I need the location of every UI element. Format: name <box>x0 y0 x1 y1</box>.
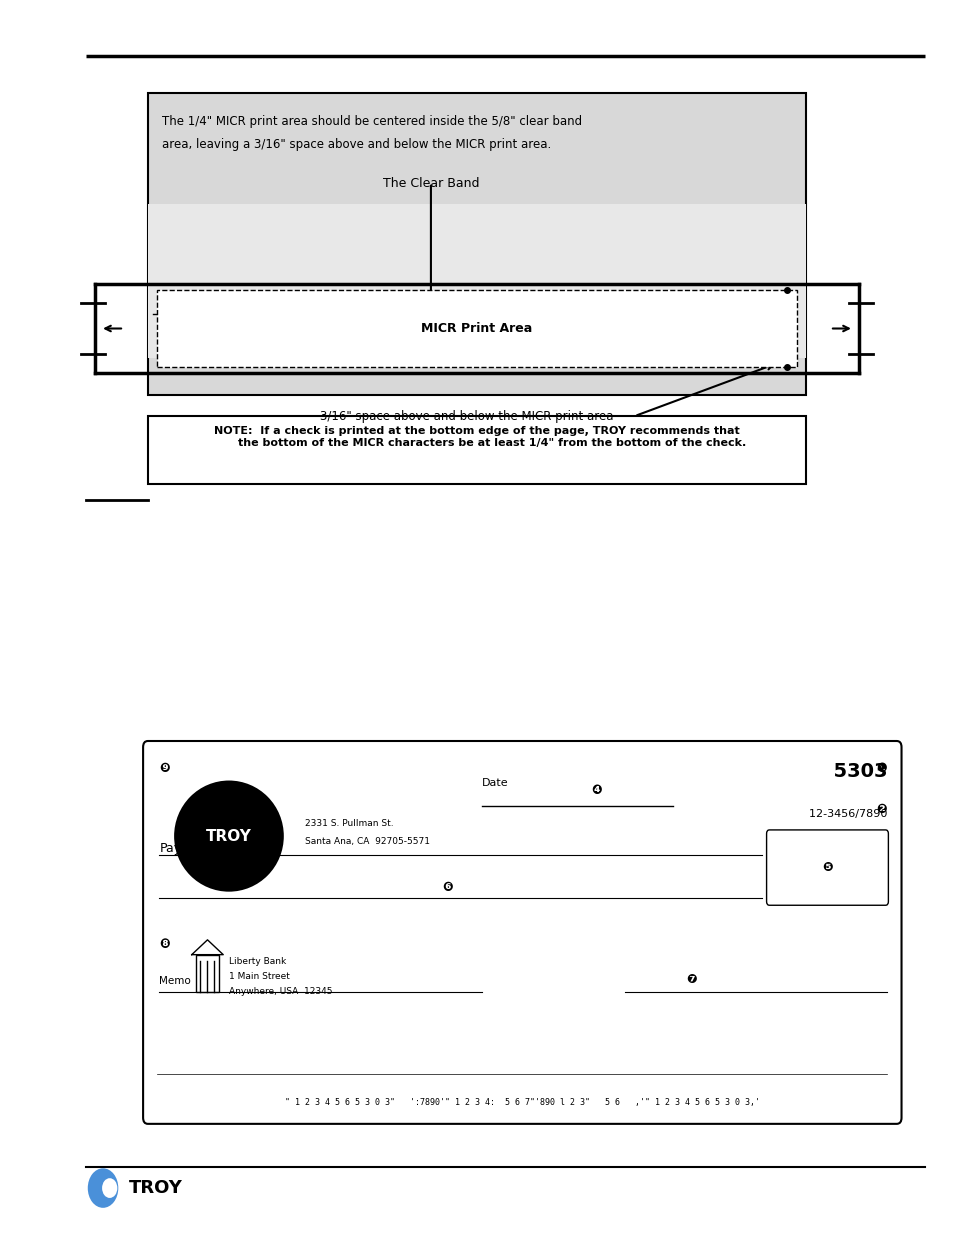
Text: 2331 S. Pullman St.: 2331 S. Pullman St. <box>305 819 394 827</box>
Text: ❼: ❼ <box>685 972 697 986</box>
Text: area, leaving a 3/16" space above and below the MICR print area.: area, leaving a 3/16" space above and be… <box>162 138 551 152</box>
FancyBboxPatch shape <box>766 830 887 905</box>
Text: TROY: TROY <box>206 829 252 844</box>
Text: ❽: ❽ <box>159 937 170 951</box>
Bar <box>148 93 805 395</box>
Text: 5303: 5303 <box>819 762 886 781</box>
Text: Anywhere, USA  12345: Anywhere, USA 12345 <box>229 987 332 995</box>
Text: Date: Date <box>481 778 508 788</box>
Text: ❺: ❺ <box>821 861 832 874</box>
Circle shape <box>102 1178 117 1198</box>
Text: 3/16" space above and below the MICR print area: 3/16" space above and below the MICR pri… <box>319 410 613 424</box>
Text: Liberty Bank: Liberty Bank <box>229 957 286 966</box>
Text: ❻: ❻ <box>441 881 453 894</box>
Text: The Clear Band: The Clear Band <box>382 177 478 190</box>
Bar <box>148 204 805 358</box>
Text: Memo: Memo <box>159 976 191 986</box>
Text: ❶: ❶ <box>876 762 886 776</box>
Text: 1/4" MICR Print Area: 1/4" MICR Print Area <box>276 308 396 320</box>
Bar <box>157 290 796 367</box>
Ellipse shape <box>173 781 283 892</box>
Text: MICR Print Area: MICR Print Area <box>421 322 532 335</box>
Text: Santa Ana, CA  92705-5571: Santa Ana, CA 92705-5571 <box>305 837 430 846</box>
Text: Pay: Pay <box>159 841 181 855</box>
Text: ❸: ❸ <box>256 837 268 851</box>
Bar <box>148 416 805 484</box>
Text: 5/8" Clear Band: 5/8" Clear Band <box>702 308 796 320</box>
Text: ❹: ❹ <box>590 783 601 797</box>
Text: The 1/4" MICR print area should be centered inside the 5/8" clear band: The 1/4" MICR print area should be cente… <box>162 115 581 128</box>
Text: NOTE:  If a check is printed at the bottom edge of the page, TROY recommends tha: NOTE: If a check is printed at the botto… <box>207 426 746 447</box>
Text: " 1 2 3 4 5 6 5 3 0 3"   ':7890'" 1 2 3 4:  5 6 7"'890 l 2 3"   5 6   ,'" 1 2 3 : " 1 2 3 4 5 6 5 3 0 3" ':7890'" 1 2 3 4:… <box>285 1098 759 1108</box>
Circle shape <box>88 1168 118 1208</box>
Text: ❷: ❷ <box>876 803 886 816</box>
Text: 1 Main Street: 1 Main Street <box>229 972 290 981</box>
Text: TROY: TROY <box>129 1179 182 1197</box>
Text: 12-3456/7890: 12-3456/7890 <box>801 809 886 819</box>
FancyBboxPatch shape <box>143 741 901 1124</box>
Bar <box>195 955 219 992</box>
Text: ❾: ❾ <box>159 762 170 776</box>
